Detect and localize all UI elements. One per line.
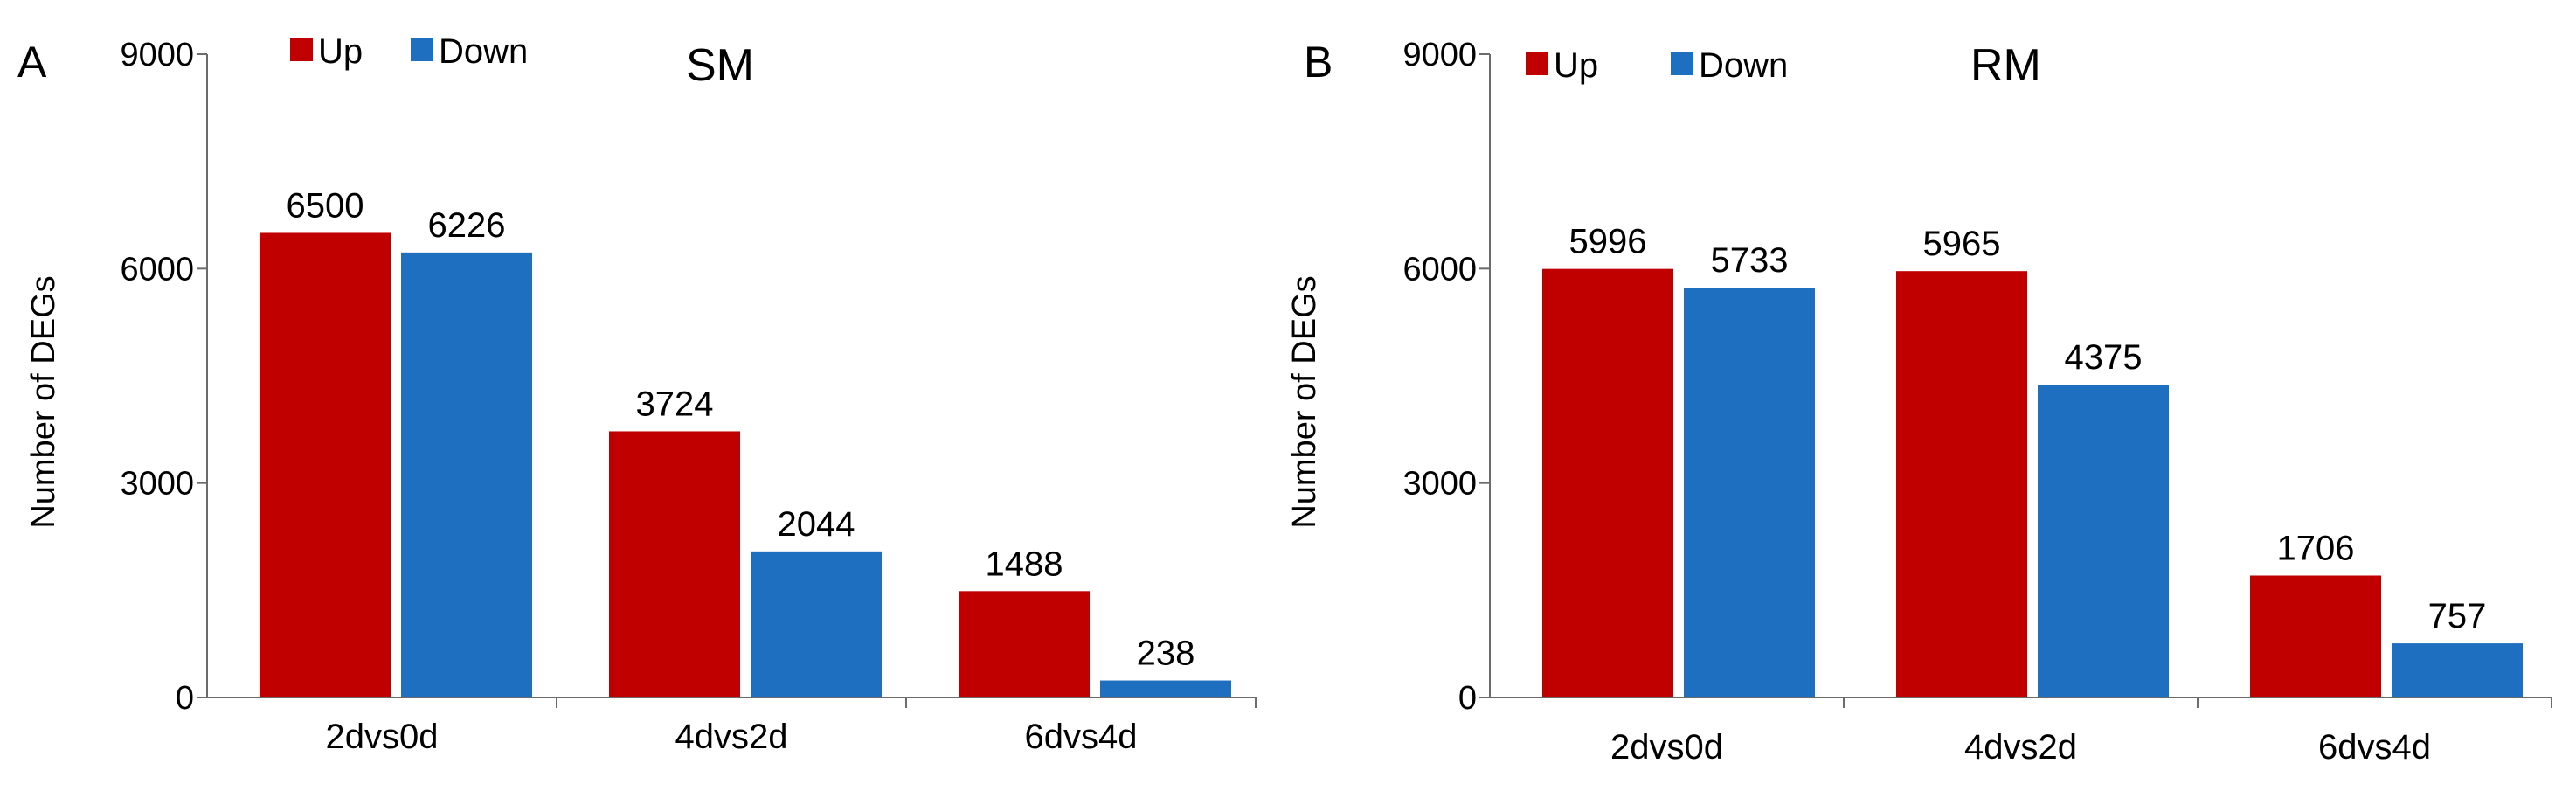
bar-up-4dvs2d (609, 431, 740, 697)
plot-area: 0 3000 6000 9000 6500 6226 2dvs0d 3724 2044 4dvs2… (120, 37, 1257, 756)
y-tick-label: 0 (1458, 680, 1477, 717)
bar-down-6dvs4d (2392, 643, 2523, 697)
legend-swatch-up (1526, 52, 1548, 75)
legend: Up Down (290, 32, 528, 71)
y-tick-label: 6000 (120, 251, 194, 288)
legend-swatch-up (290, 38, 313, 61)
data-label: 5996 (1569, 223, 1647, 261)
x-tick-label: 6dvs4d (2318, 728, 2431, 767)
data-label: 6500 (287, 186, 364, 225)
x-tick-label: 4dvs2d (1964, 728, 2077, 767)
panel-letter: A (17, 38, 47, 87)
legend-swatch-down (411, 38, 433, 61)
data-label: 3724 (636, 385, 714, 423)
y-axis-title: Number of DEGs (25, 275, 62, 528)
data-label: 4375 (2065, 338, 2143, 377)
x-tick-label: 2dvs0d (326, 718, 439, 756)
legend-label-up: Up (1554, 46, 1598, 85)
chart-panel-b: B RM Number of DEGs Up Down 0 3000 6000 900… (1286, 37, 2552, 767)
x-tick-label: 6dvs4d (1025, 718, 1138, 756)
legend-label-up: Up (318, 32, 363, 71)
data-label: 1706 (2277, 529, 2355, 567)
bar-up-2dvs0d (1542, 268, 1673, 697)
bar-up-6dvs4d (2250, 575, 2381, 697)
bar-down-2dvs0d (401, 252, 532, 697)
legend-swatch-down (1671, 52, 1693, 75)
panel-letter: B (1304, 38, 1333, 87)
bar-down-2dvs0d (1684, 288, 1815, 697)
data-label: 1488 (986, 545, 1063, 583)
y-tick-label: 3000 (120, 466, 194, 503)
plot-area: 0 3000 6000 9000 5996 5733 2dvs0d 5965 4375 4dvs2… (1402, 37, 2552, 767)
x-tick-label: 4dvs2d (675, 718, 788, 756)
y-tick-label: 3000 (1402, 466, 1477, 503)
data-label: 238 (1137, 635, 1195, 673)
legend-label-down: Down (439, 32, 528, 71)
chart-panel-a: A SM Number of DEGs Up Down 0 3000 6000 900… (17, 32, 1257, 756)
bar-up-4dvs2d (1896, 271, 2027, 697)
bar-down-4dvs2d (2038, 385, 2169, 697)
data-label: 5733 (1711, 241, 1789, 280)
bar-up-6dvs4d (959, 591, 1090, 697)
chart-title: RM (1970, 40, 2041, 91)
y-axis-title: Number of DEGs (1286, 275, 1323, 528)
x-tick-label: 2dvs0d (1610, 728, 1723, 767)
data-label: 757 (2428, 597, 2487, 635)
data-label: 6226 (428, 206, 506, 245)
y-tick-label: 9000 (1402, 37, 1477, 73)
bar-down-4dvs2d (751, 551, 882, 697)
bar-down-6dvs4d (1100, 680, 1231, 697)
data-label: 2044 (778, 505, 855, 544)
legend: Up Down (1526, 46, 1788, 85)
y-tick-label: 9000 (120, 37, 194, 73)
data-label: 5965 (1923, 225, 2001, 263)
bar-up-2dvs0d (260, 232, 391, 697)
chart-title: SM (686, 40, 754, 91)
y-tick-label: 0 (176, 680, 194, 717)
y-tick-label: 6000 (1402, 251, 1477, 288)
legend-label-down: Down (1699, 46, 1788, 85)
